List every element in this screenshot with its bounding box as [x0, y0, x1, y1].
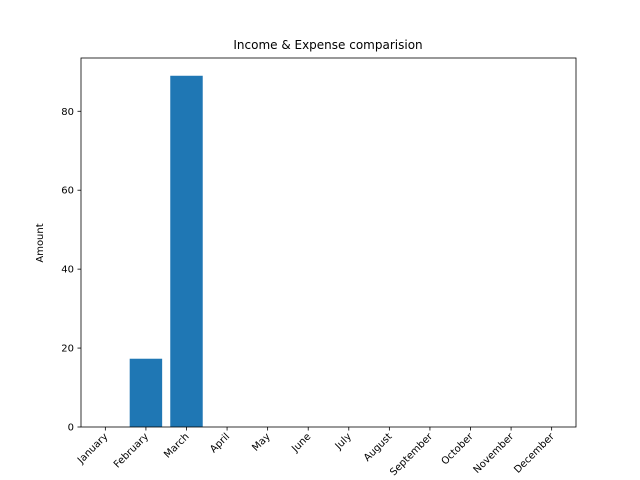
y-tick-label: 40 — [61, 265, 74, 276]
x-tick-label: May — [250, 431, 272, 453]
bars-group — [129, 75, 203, 427]
x-axis: January February March April May June July Augu… — [75, 427, 557, 478]
y-tick-label: 0 — [68, 423, 74, 434]
y-axis: 0 20 40 60 80 — [61, 107, 81, 434]
bar-march — [170, 75, 203, 427]
x-tick-label: April — [208, 431, 232, 455]
bar-february — [129, 358, 163, 427]
x-tick-label: March — [162, 431, 191, 460]
chart-title: Income & Expense comparision — [233, 38, 422, 52]
x-tick-label: February — [112, 431, 151, 470]
x-tick-label: June — [289, 431, 313, 455]
x-tick-label: November — [472, 431, 517, 476]
x-tick-label: October — [440, 431, 477, 468]
x-tick-label: September — [388, 431, 435, 478]
y-tick-label: 60 — [61, 186, 74, 197]
plot-frame — [80, 57, 577, 428]
x-tick-label: July — [333, 431, 354, 452]
x-tick-label: January — [75, 431, 110, 466]
x-tick-label: December — [512, 431, 557, 476]
x-tick-label: August — [362, 431, 395, 464]
y-axis-label: Amount — [35, 223, 46, 262]
y-tick-label: 80 — [61, 107, 74, 118]
y-tick-label: 20 — [61, 344, 74, 355]
